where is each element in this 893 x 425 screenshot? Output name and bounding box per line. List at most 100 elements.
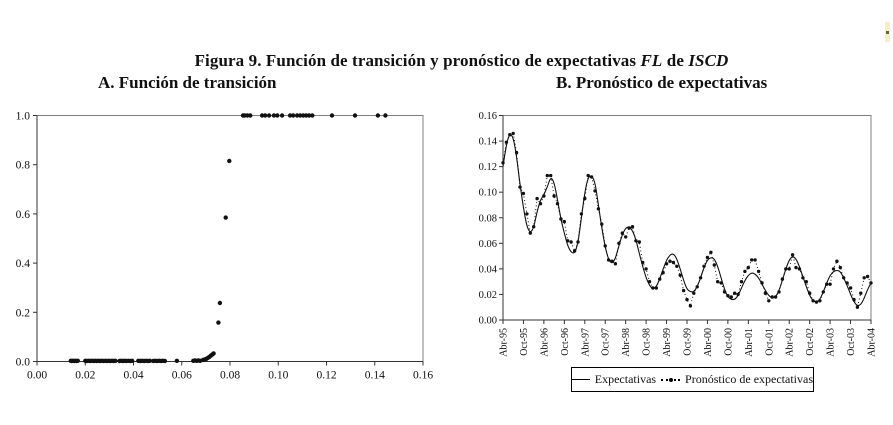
figure-title-fl: FL <box>640 51 663 70</box>
y-axis-tick-label: 1.0 <box>16 111 31 123</box>
series-marker <box>760 281 764 285</box>
series-marker <box>695 285 699 289</box>
scatter-point <box>275 113 280 118</box>
scatter-point <box>227 158 232 164</box>
series-marker <box>501 161 505 165</box>
series-marker <box>654 286 658 290</box>
series-marker <box>716 280 720 284</box>
legend-solid-line-sample <box>572 379 590 380</box>
scatter-point <box>306 113 312 118</box>
y-axis-tick-label: 0.08 <box>479 213 497 224</box>
series-marker <box>552 194 556 198</box>
x-axis-tick-label: 0.10 <box>268 370 288 382</box>
series-marker <box>613 262 618 266</box>
scatter-point <box>129 358 135 363</box>
series-marker <box>569 240 573 244</box>
series-marker <box>797 267 802 271</box>
series-marker <box>698 276 703 280</box>
series-marker <box>559 217 563 221</box>
series-marker <box>821 290 825 294</box>
x-axis-tick-label: Oct-02 <box>805 328 816 356</box>
scatter-point <box>383 113 388 118</box>
series-marker <box>828 282 832 286</box>
series-marker <box>835 259 839 263</box>
series-marker <box>681 288 686 293</box>
x-axis-tick-label: Abr-03 <box>826 328 837 357</box>
series-marker <box>566 239 570 243</box>
panel-a-title: A. Función de transición <box>98 73 277 92</box>
series-marker <box>549 173 553 178</box>
series-marker <box>818 299 822 303</box>
series-marker <box>869 281 873 285</box>
series-marker <box>647 280 652 284</box>
series-marker <box>606 258 611 262</box>
x-axis-tick-label: Oct-98 <box>642 328 653 356</box>
series-marker <box>603 244 607 248</box>
y-axis-tick-label: 0.10 <box>479 188 497 199</box>
y-axis-tick-label: 0.16 <box>479 111 497 122</box>
series-marker <box>624 235 628 239</box>
series-marker <box>675 264 679 268</box>
x-axis-tick-label: 0.02 <box>75 370 95 382</box>
series-marker <box>784 267 788 271</box>
scatter-point <box>287 113 293 118</box>
scatter-point <box>162 358 168 364</box>
series-marker <box>814 300 819 304</box>
figure-title-main: Figura 9. Función de transición y pronós… <box>194 51 641 70</box>
series-marker <box>743 269 747 274</box>
series-marker <box>521 191 526 196</box>
x-axis-tick-label: Oct-99 <box>683 328 694 356</box>
series-marker <box>842 276 846 280</box>
series-marker <box>692 291 696 295</box>
scatter-point <box>223 215 228 220</box>
series-marker <box>545 173 549 178</box>
scatter-point <box>310 113 315 118</box>
series-marker <box>729 295 733 299</box>
scatter-point <box>352 113 358 118</box>
series-marker <box>664 262 669 266</box>
scatter-point <box>174 358 180 363</box>
series-marker <box>801 276 805 280</box>
scatter-point <box>216 320 221 325</box>
series-marker <box>514 150 519 155</box>
figure-title: Figura 9. Función de transición y pronós… <box>30 51 893 71</box>
series-marker <box>777 290 781 294</box>
legend-label-pronostico: Pronóstico de expectativas <box>685 372 813 386</box>
series-marker <box>825 282 829 286</box>
series-marker <box>630 225 635 229</box>
series-marker <box>600 222 604 226</box>
series-marker <box>627 226 631 230</box>
legend-dotted-line-sample <box>661 378 681 381</box>
series-marker <box>862 276 866 280</box>
series-marker <box>855 305 860 309</box>
series-marker <box>859 291 863 295</box>
series-marker <box>733 291 737 295</box>
series-marker <box>661 271 665 275</box>
series-marker <box>532 225 536 229</box>
scatter-point <box>294 113 300 118</box>
series-marker <box>671 260 676 265</box>
series-marker <box>773 295 778 299</box>
series-marker <box>750 258 754 262</box>
series-marker <box>538 202 543 206</box>
scatter-point <box>248 113 253 118</box>
series-marker <box>739 280 744 284</box>
x-axis-tick-label: Abr-98 <box>621 328 632 357</box>
x-axis-tick-label: Abr-97 <box>580 328 591 357</box>
x-axis-tick-label: Oct-97 <box>601 328 612 356</box>
figure-title-de: de <box>662 51 689 70</box>
x-axis-tick-label: 0.12 <box>316 370 336 382</box>
x-axis-tick-label: 0.00 <box>27 370 47 382</box>
legend-label-expectativas: Expectativas <box>594 372 657 386</box>
series-marker <box>617 241 621 245</box>
x-axis-tick-label: Oct-96 <box>560 328 571 356</box>
series-marker <box>641 260 645 265</box>
series-marker <box>589 175 594 179</box>
series-marker <box>511 131 515 136</box>
series-marker <box>596 207 601 211</box>
chart-legend: Expectativas Pronóstico de expectativas <box>571 367 814 392</box>
series-marker <box>767 299 771 303</box>
scatter-point <box>217 300 223 306</box>
series-marker <box>838 265 842 270</box>
series-marker <box>651 286 655 290</box>
